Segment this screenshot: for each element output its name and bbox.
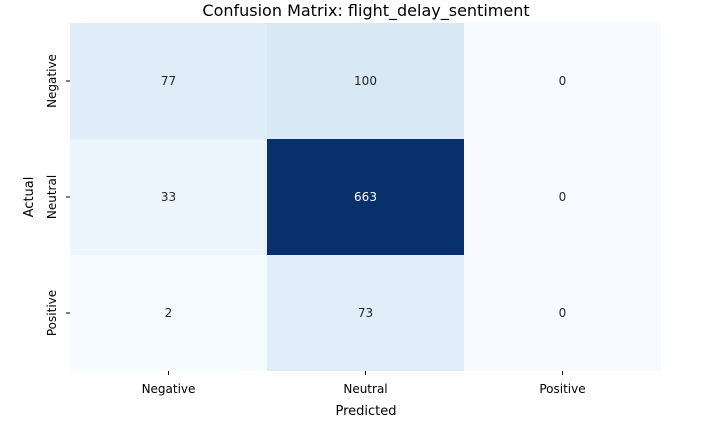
cell-value-neutral-positive: 0 [559,190,567,204]
y-axis-ticks: Negative Neutral Positive [45,54,70,336]
heatmap-cells: 77 100 0 33 663 0 2 73 0 [70,23,661,371]
chart-title: Confusion Matrix: flight_delay_sentiment [202,1,529,21]
cell-value-neutral-neutral: 663 [354,190,377,204]
cell-negative-negative [70,23,267,139]
cell-positive-positive [464,255,661,371]
cell-value-negative-neutral: 100 [354,74,377,88]
cell-value-negative-negative: 77 [161,74,176,88]
cell-negative-positive [464,23,661,139]
x-axis-ticks: Negative Neutral Positive [142,371,586,396]
y-axis-label: Actual [22,177,37,218]
cell-value-negative-positive: 0 [559,74,567,88]
cell-neutral-negative [70,139,267,255]
x-tick-label-neutral: Neutral [343,382,387,396]
cell-neutral-positive [464,139,661,255]
cell-neutral-neutral [267,139,464,255]
y-tick-label-negative: Negative [45,54,59,108]
x-tick-label-positive: Positive [539,382,585,396]
y-tick-label-neutral: Neutral [45,175,59,219]
cell-value-positive-negative: 2 [165,306,173,320]
cell-value-positive-neutral: 73 [358,306,373,320]
x-axis-label: Predicted [335,404,396,419]
cell-value-positive-positive: 0 [559,306,567,320]
cell-positive-neutral [267,255,464,371]
cell-value-neutral-negative: 33 [161,190,176,204]
cell-negative-neutral [267,23,464,139]
cell-positive-negative [70,255,267,371]
x-tick-label-negative: Negative [142,382,196,396]
y-tick-label-positive: Positive [45,290,59,336]
